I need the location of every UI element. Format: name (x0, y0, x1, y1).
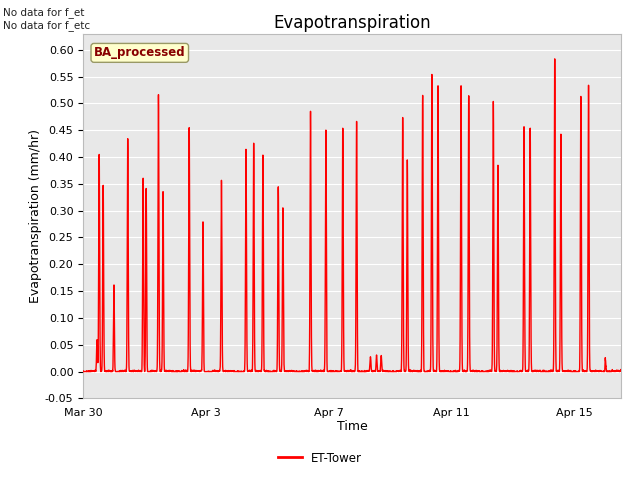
Title: Evapotranspiration: Evapotranspiration (273, 14, 431, 32)
Y-axis label: Evapotranspiration (mm/hr): Evapotranspiration (mm/hr) (29, 129, 42, 303)
X-axis label: Time: Time (337, 420, 367, 432)
Legend: ET-Tower: ET-Tower (273, 447, 367, 469)
Text: No data for f_et
No data for f_etc: No data for f_et No data for f_etc (3, 7, 90, 31)
Text: BA_processed: BA_processed (94, 47, 186, 60)
